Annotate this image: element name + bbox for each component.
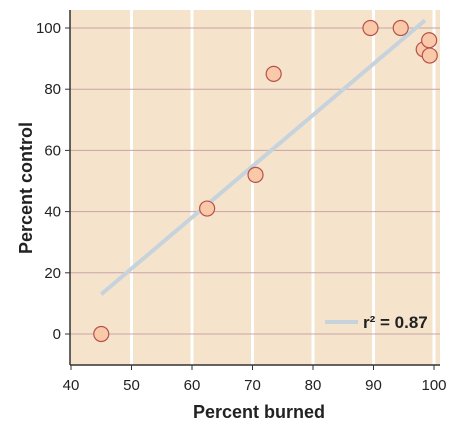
data-point-5: [392, 19, 409, 37]
data-point-2: [247, 166, 264, 183]
x-tick-label-80: 80: [305, 377, 322, 394]
data-point-1: [199, 200, 216, 217]
data-point-8: [421, 47, 438, 64]
legend-label: r² = 0.87: [363, 313, 428, 332]
data-point-3: [265, 65, 282, 83]
x-tick-label-100: 100: [421, 377, 446, 394]
x-tick-label-50: 50: [123, 377, 140, 394]
y-axis-title: Percent control: [16, 122, 36, 254]
legend: r² = 0.87: [325, 313, 428, 332]
y-tick-labels: 0 20 40 60 80 100: [36, 20, 61, 343]
data-points: [93, 19, 438, 343]
plot-background: [70, 10, 440, 365]
x-tick-labels: 40 50 60 70 80 90 100: [63, 377, 447, 394]
vertical-gridlines: [130, 10, 436, 365]
x-tick-label-90: 90: [365, 377, 382, 394]
y-tick-label-40: 40: [44, 204, 61, 221]
y-tick-label-80: 80: [44, 81, 61, 98]
fit-line-group: [99, 18, 427, 296]
y-tick-label-0: 0: [53, 326, 61, 343]
y-tick-label-60: 60: [44, 142, 61, 159]
data-point-0: [93, 325, 110, 343]
fit-line: [99, 18, 427, 296]
data-point-4: [362, 19, 379, 37]
x-axis-title: Percent burned: [193, 402, 325, 422]
x-tick-label-70: 70: [244, 377, 261, 394]
x-tick-label-40: 40: [63, 377, 80, 394]
x-tick-label-60: 60: [184, 377, 201, 394]
data-point-7: [421, 32, 438, 49]
y-tick-label-100: 100: [36, 20, 61, 37]
axes: [65, 10, 440, 370]
y-tick-label-20: 20: [44, 265, 61, 282]
